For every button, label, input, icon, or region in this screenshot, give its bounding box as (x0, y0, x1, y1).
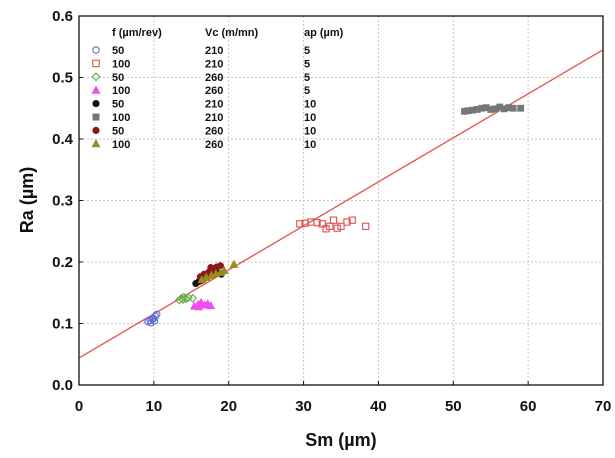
x-tick-label: 70 (595, 398, 612, 415)
y-tick-label: 0.4 (52, 131, 74, 148)
legend-vc-value-8: 260 (205, 139, 223, 151)
data-point-series-2 (329, 216, 338, 224)
grid-layer (79, 16, 603, 385)
trend-layer (78, 49, 604, 359)
data-point-series-3 (181, 294, 191, 304)
y-axis-ticks: 0.0 0.1 0.2 0.3 0.4 0.5 0.6 (52, 8, 83, 394)
data-point-series-8 (229, 259, 239, 268)
y-tick-label: 0.3 (52, 193, 73, 210)
data-point-series-7 (207, 264, 215, 272)
x-tick-label: 10 (146, 398, 163, 415)
data-point-series-1 (153, 310, 161, 318)
x-tick-label: 40 (370, 398, 387, 415)
legend-vc-value-5: 210 (205, 99, 223, 111)
data-point-series-3 (178, 295, 188, 304)
data-point-series-2 (348, 216, 356, 224)
data-point-series-1 (147, 319, 155, 327)
data-point-series-6 (517, 104, 525, 112)
legend-marker-7 (92, 126, 100, 134)
legend-ap-value-3: 5 (304, 72, 310, 84)
data-point-series-6 (509, 104, 517, 112)
legend-layer: f (µm/rev) Vc (m/mn) ap (µm) 50 210 5 100 21… (91, 27, 344, 151)
x-tick-label: 50 (445, 398, 462, 415)
data-point-series-2 (362, 222, 370, 230)
legend-ap-value-1: 5 (304, 45, 310, 57)
y-tick-label: 0.1 (52, 316, 73, 333)
x-tick-label: 20 (220, 398, 237, 415)
data-point-series-2 (318, 220, 326, 228)
data-point-series-2 (296, 220, 304, 228)
data-point-series-2 (343, 218, 351, 226)
legend-ap-value-5: 10 (304, 99, 316, 111)
data-point-series-4 (194, 302, 204, 311)
x-tick-label: 0 (75, 398, 83, 415)
legend-f-value-4: 100 (112, 85, 130, 97)
legend-f-value-1: 50 (112, 45, 124, 57)
legend-marker-2 (92, 59, 100, 68)
y-tick-label: 0.2 (52, 254, 73, 271)
legend-vc-value-1: 210 (205, 45, 223, 57)
legend-vc-value-3: 260 (205, 72, 223, 84)
legend-ap-value-6: 10 (304, 112, 316, 124)
x-tick-label: 60 (520, 398, 537, 415)
data-point-series-1 (151, 312, 160, 320)
data-point-series-8 (219, 265, 229, 275)
legend-marker-6 (92, 113, 100, 121)
legend-f-value-3: 50 (112, 72, 124, 84)
data-point-series-2 (322, 225, 330, 233)
legend-ap-value-4: 5 (304, 85, 310, 97)
legend-ap-value-2: 5 (304, 58, 310, 70)
trend-line (78, 49, 604, 359)
y-tick-label: 0.0 (52, 377, 73, 394)
legend-marker-1 (92, 46, 100, 54)
data-point-series-2 (326, 222, 334, 230)
legend-vc-value-4: 260 (205, 85, 223, 97)
x-tick-label: 30 (295, 398, 312, 415)
legend-marker-8 (91, 138, 101, 148)
legend-marker-3 (91, 72, 101, 82)
legend-header-ap: ap (µm) (304, 27, 344, 39)
legend-f-value-8: 100 (112, 139, 130, 151)
x-axis-ticks: 0 10 20 30 40 50 60 70 (75, 381, 612, 415)
y-tick-label: 0.6 (52, 8, 73, 25)
legend-f-value-6: 100 (112, 112, 130, 124)
legend-marker-4 (91, 85, 101, 94)
legend-marker-5 (92, 100, 100, 108)
legend-ap-value-8: 10 (304, 139, 316, 151)
legend-header-f: f (µm/rev) (112, 27, 162, 39)
y-tick-label: 0.5 (52, 70, 73, 87)
legend-vc-value-2: 210 (205, 58, 223, 70)
legend-header-vc: Vc (m/mn) (205, 27, 259, 39)
x-axis-title: Sm (µm) (305, 430, 376, 450)
data-point-series-2 (313, 218, 321, 227)
data-point-series-3 (188, 293, 198, 303)
y-axis-title: Ra (µm) (17, 167, 37, 233)
legend-f-value-7: 50 (112, 125, 124, 137)
data-point-series-2 (337, 222, 345, 230)
legend-f-value-5: 50 (112, 99, 124, 111)
points-layer (144, 103, 525, 327)
legend-vc-value-6: 210 (205, 112, 223, 124)
data-point-series-1 (150, 317, 159, 325)
data-point-series-2 (333, 224, 341, 232)
data-point-series-4 (206, 300, 216, 310)
legend-ap-value-7: 10 (304, 125, 316, 137)
legend-vc-value-7: 260 (205, 125, 223, 137)
legend-f-value-2: 100 (112, 58, 130, 70)
